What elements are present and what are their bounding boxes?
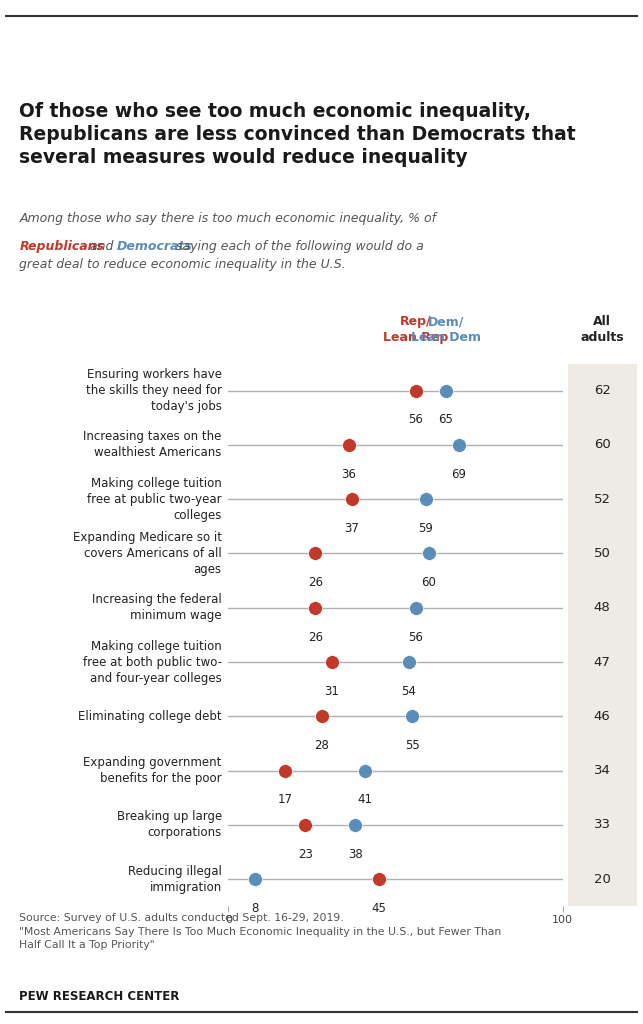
Text: Dem/
Lean Dem: Dem/ Lean Dem <box>411 315 480 344</box>
Text: 56: 56 <box>408 631 423 643</box>
Text: 47: 47 <box>593 655 611 669</box>
Text: All
adults: All adults <box>581 315 624 344</box>
Text: 45: 45 <box>371 902 386 914</box>
Text: 56: 56 <box>408 414 423 426</box>
Text: Breaking up large
corporations: Breaking up large corporations <box>116 810 222 840</box>
Text: Republicans: Republicans <box>19 240 104 253</box>
Text: Making college tuition
free at both public two-
and four-year colleges: Making college tuition free at both publ… <box>83 640 222 684</box>
Text: Rep/
Lean Rep: Rep/ Lean Rep <box>383 315 448 344</box>
Text: 60: 60 <box>421 577 437 589</box>
Text: Of those who see too much economic inequality,
Republicans are less convinced th: Of those who see too much economic inequ… <box>19 102 576 167</box>
Text: Ensuring workers have
the skills they need for
today's jobs: Ensuring workers have the skills they ne… <box>86 369 222 413</box>
Text: 48: 48 <box>593 601 611 614</box>
Text: PEW RESEARCH CENTER: PEW RESEARCH CENTER <box>19 990 179 1004</box>
Text: 65: 65 <box>438 414 453 426</box>
Text: great deal to reduce economic inequality in the U.S.: great deal to reduce economic inequality… <box>19 258 346 271</box>
Text: 28: 28 <box>314 739 329 752</box>
Text: 26: 26 <box>308 631 323 643</box>
Text: 38: 38 <box>348 848 363 860</box>
Text: 60: 60 <box>593 438 611 452</box>
Text: 54: 54 <box>401 685 416 697</box>
Text: 17: 17 <box>278 794 293 806</box>
Text: Increasing taxes on the
wealthiest Americans: Increasing taxes on the wealthiest Ameri… <box>84 430 222 460</box>
Text: Among those who say there is too much economic inequality, % of: Among those who say there is too much ec… <box>19 212 437 225</box>
Text: 62: 62 <box>593 384 611 397</box>
Text: Expanding government
benefits for the poor: Expanding government benefits for the po… <box>84 756 222 785</box>
Text: 26: 26 <box>308 577 323 589</box>
Text: Eliminating college debt: Eliminating college debt <box>78 710 222 723</box>
Text: Making college tuition
free at public two-year
colleges: Making college tuition free at public tw… <box>87 477 222 521</box>
Text: 34: 34 <box>593 764 611 777</box>
Text: 37: 37 <box>345 522 359 535</box>
Text: Source: Survey of U.S. adults conducted Sept. 16-29, 2019.
"Most Americans Say T: Source: Survey of U.S. adults conducted … <box>19 913 502 950</box>
Text: Increasing the federal
minimum wage: Increasing the federal minimum wage <box>92 593 222 623</box>
Text: Expanding Medicare so it
covers Americans of all
ages: Expanding Medicare so it covers American… <box>73 531 222 575</box>
Text: 59: 59 <box>418 522 433 535</box>
Text: 69: 69 <box>451 468 466 480</box>
Text: 50: 50 <box>593 547 611 560</box>
Text: Democrats: Democrats <box>117 240 193 253</box>
Text: Reducing illegal
immigration: Reducing illegal immigration <box>128 864 222 894</box>
Text: 8: 8 <box>251 902 258 914</box>
Text: 31: 31 <box>325 685 340 697</box>
Text: 41: 41 <box>358 794 373 806</box>
Text: 36: 36 <box>341 468 356 480</box>
Text: and: and <box>86 240 118 253</box>
Text: 52: 52 <box>593 493 611 506</box>
Text: 23: 23 <box>298 848 312 860</box>
Text: 33: 33 <box>593 818 611 831</box>
Text: 55: 55 <box>405 739 419 752</box>
Text: 46: 46 <box>593 710 611 723</box>
Text: 20: 20 <box>593 872 611 886</box>
Text: saying each of the following would do a: saying each of the following would do a <box>172 240 424 253</box>
